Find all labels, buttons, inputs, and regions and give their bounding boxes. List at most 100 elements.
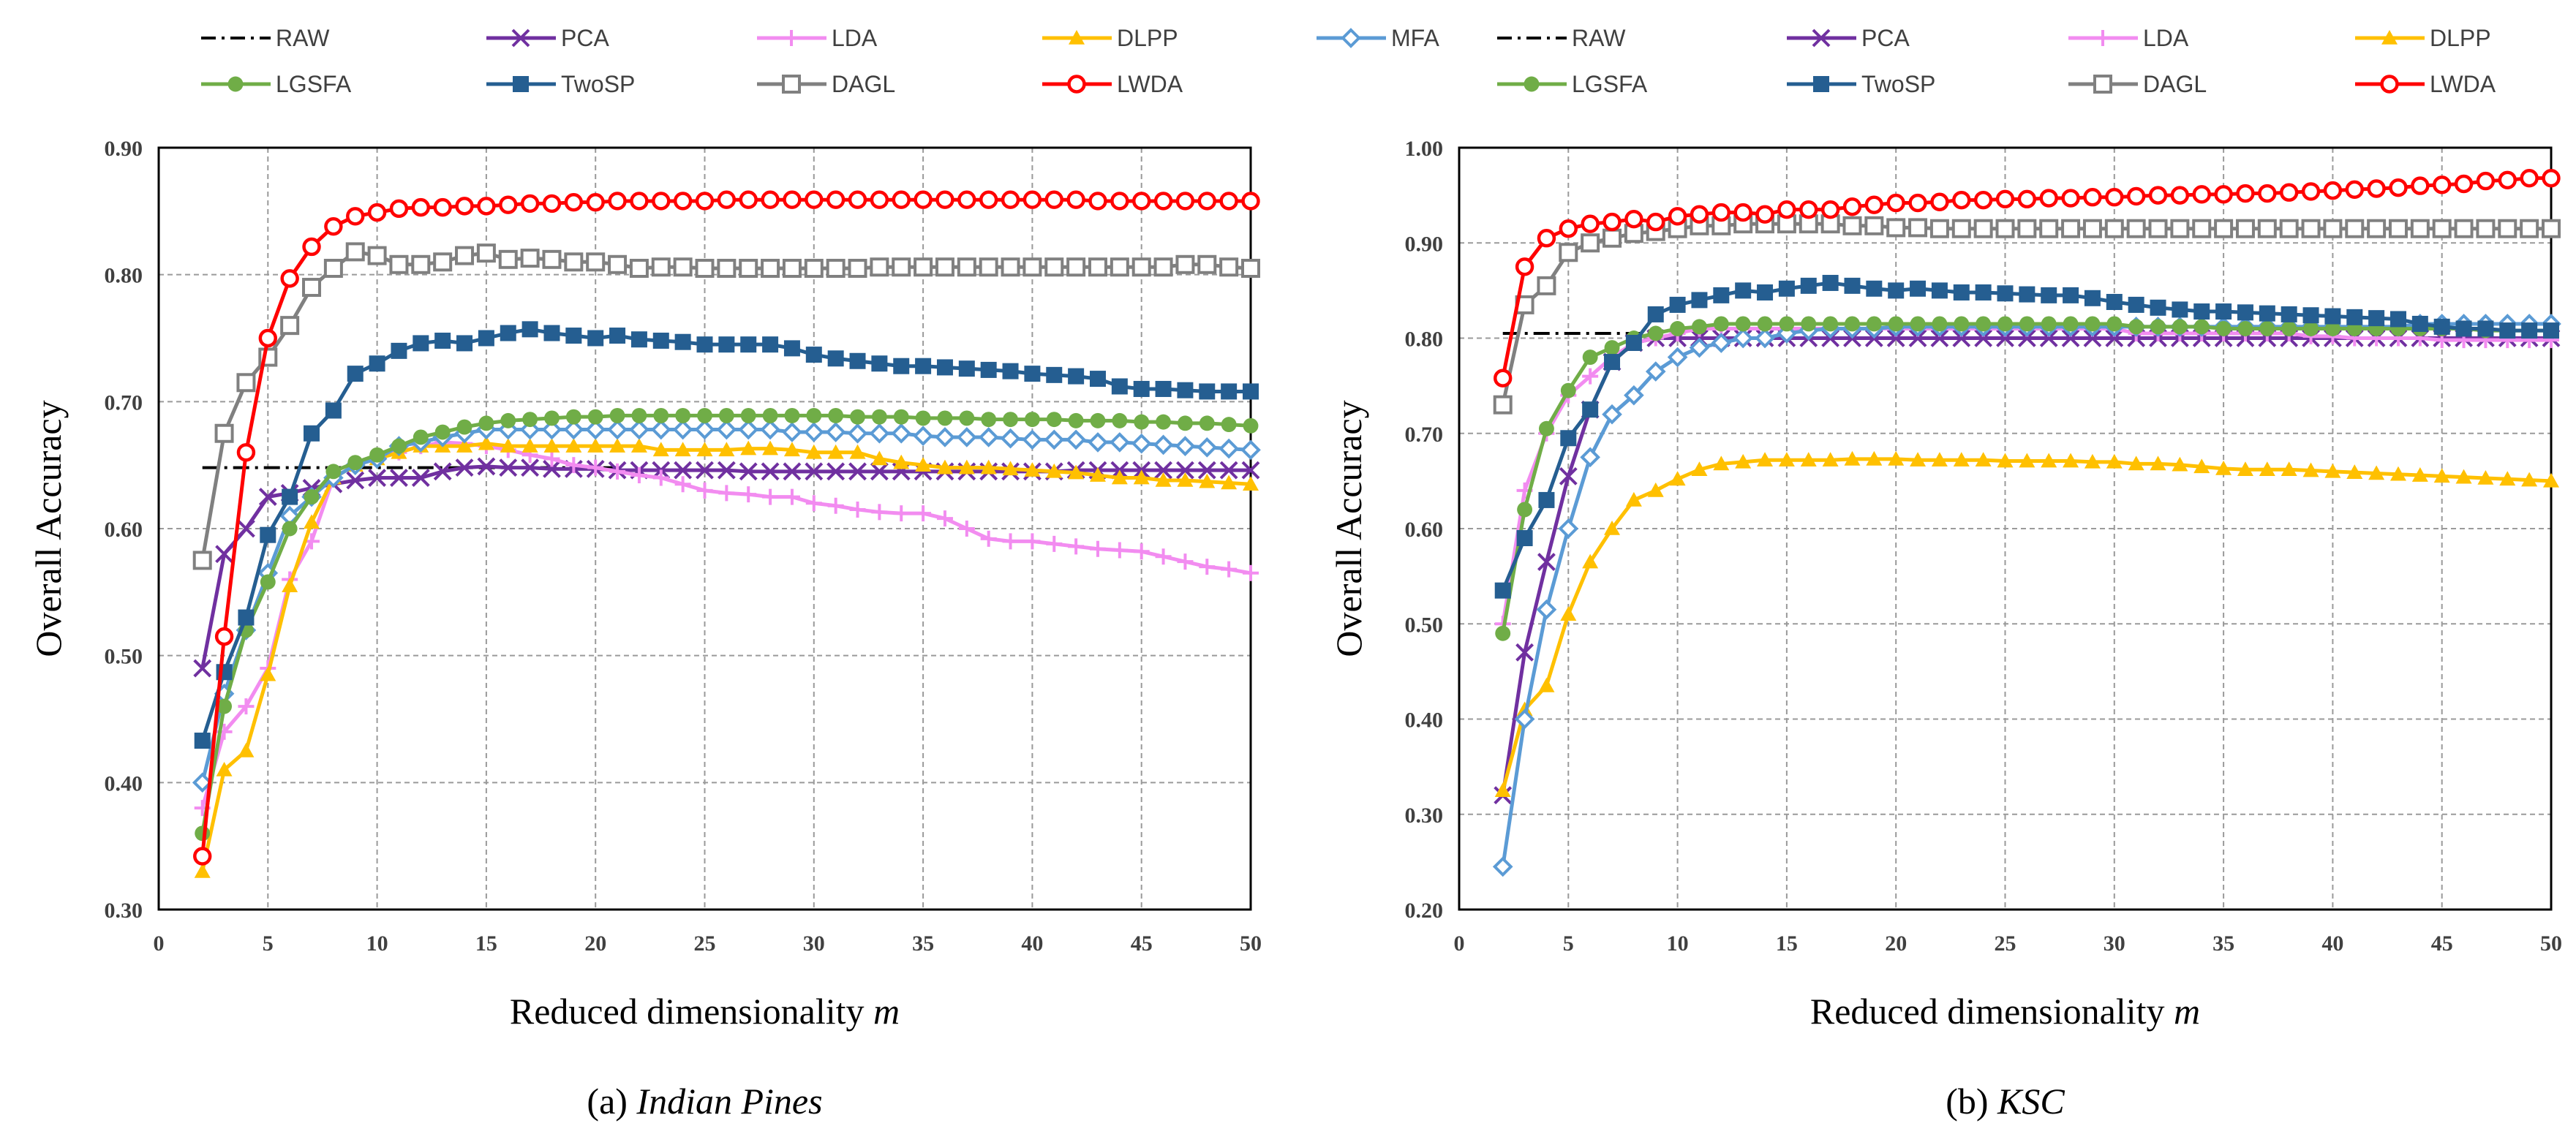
legend-marker <box>2380 75 2399 94</box>
data-point <box>652 442 669 457</box>
data-point <box>1560 382 1576 398</box>
data-point <box>1820 200 1840 219</box>
data-point <box>1000 428 1021 449</box>
data-point <box>2301 182 2321 201</box>
data-point <box>1219 461 1238 480</box>
data-point <box>2215 460 2232 475</box>
data-point <box>2019 316 2035 332</box>
data-point <box>236 373 256 393</box>
data-point <box>1175 254 1195 274</box>
data-point <box>738 419 759 440</box>
x-tick-label: 50 <box>2540 931 2562 956</box>
data-point <box>456 419 472 435</box>
data-point <box>2454 219 2474 238</box>
data-point <box>2324 308 2341 325</box>
data-point <box>1199 559 1216 575</box>
caption-prefix: (a) <box>587 1081 628 1122</box>
data-point <box>1068 464 1085 480</box>
legend-marker <box>1812 29 1831 48</box>
data-point <box>1778 452 1795 467</box>
data-point <box>783 340 800 357</box>
data-point <box>1044 257 1064 277</box>
data-point <box>827 444 844 459</box>
data-point <box>1559 243 1578 262</box>
data-point <box>652 192 671 211</box>
data-point <box>675 407 691 423</box>
data-point <box>959 410 975 426</box>
data-point <box>520 249 540 268</box>
data-point <box>1910 452 1927 467</box>
data-point <box>762 488 779 505</box>
data-point <box>2476 171 2496 191</box>
y-axis-label: Overall Accuracy <box>1328 400 1369 657</box>
data-point <box>2192 219 2212 238</box>
data-point <box>2454 174 2474 194</box>
y-tick-label: 0.70 <box>105 390 143 415</box>
data-point <box>1110 432 1130 453</box>
data-point <box>782 258 802 278</box>
data-point <box>2039 219 2059 238</box>
data-point <box>478 330 494 347</box>
data-point <box>893 358 910 374</box>
data-point <box>369 447 385 463</box>
data-point <box>260 574 276 590</box>
data-point <box>2281 306 2297 322</box>
data-point <box>979 190 998 209</box>
data-point <box>1046 463 1063 478</box>
data-point <box>347 455 364 471</box>
data-point <box>1929 219 1949 238</box>
y-tick-label: 0.40 <box>105 771 143 795</box>
data-point <box>870 462 889 481</box>
y-tick-label: 0.80 <box>1405 328 1444 352</box>
data-point <box>2150 319 2166 335</box>
series-lwda <box>193 190 1260 866</box>
data-point <box>1131 433 1152 454</box>
data-point <box>1068 368 1085 385</box>
data-point <box>2193 458 2210 474</box>
data-point <box>1515 643 1534 662</box>
data-point <box>2542 219 2561 238</box>
data-point <box>1560 606 1577 621</box>
y-tick-label: 0.50 <box>105 645 143 669</box>
data-point <box>1536 599 1557 620</box>
data-point <box>304 489 320 505</box>
data-point <box>1024 412 1040 428</box>
data-point <box>1692 319 1707 335</box>
data-point <box>194 733 211 749</box>
x-tick-label: 50 <box>1240 931 1262 956</box>
data-point <box>1197 437 1218 458</box>
data-point <box>413 429 429 445</box>
data-point <box>2063 316 2079 332</box>
data-point <box>1645 361 1666 382</box>
data-point <box>477 197 496 216</box>
data-point <box>1243 564 1259 581</box>
legend-marker <box>2093 75 2112 94</box>
data-point <box>2106 453 2123 469</box>
data-point <box>848 462 867 481</box>
data-point <box>346 207 365 226</box>
data-point <box>1068 412 1084 428</box>
data-point <box>1953 452 1970 467</box>
data-point <box>2411 176 2430 195</box>
data-point <box>564 252 584 272</box>
data-point <box>696 461 714 480</box>
data-point <box>1908 193 1927 213</box>
figure-caption: (b) KSC <box>1946 1081 2065 1122</box>
data-point <box>1755 328 1775 349</box>
data-point <box>762 336 779 353</box>
data-point <box>346 471 365 490</box>
data-point <box>653 407 669 423</box>
data-point <box>2128 319 2144 335</box>
data-point <box>2214 185 2233 204</box>
data-point <box>434 424 451 440</box>
data-point <box>1603 212 1622 232</box>
data-point <box>2214 219 2234 238</box>
y-tick-label: 0.60 <box>1405 518 1444 542</box>
data-point <box>1197 461 1216 480</box>
series-line-dagl <box>200 249 1251 561</box>
data-point <box>2128 296 2144 313</box>
data-point <box>1823 316 1839 332</box>
data-point <box>237 519 255 538</box>
data-point <box>433 252 453 272</box>
series-mfa <box>1492 314 2561 877</box>
